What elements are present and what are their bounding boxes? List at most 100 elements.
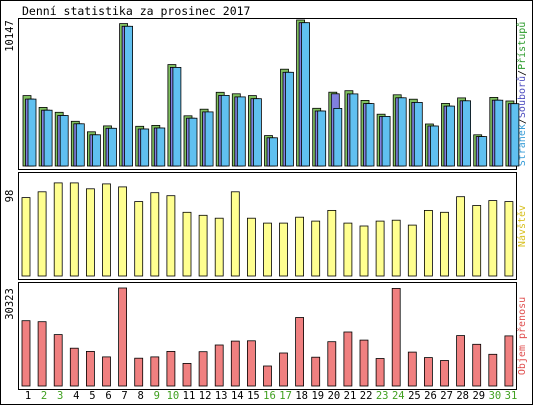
legend-traffic: Objem přenosu xyxy=(516,297,528,375)
bar-hits-Stránek-day-4 xyxy=(75,123,85,167)
x-tick-label-12: 12 xyxy=(199,390,212,402)
bar-visits-Návštěv-day-19 xyxy=(311,220,321,277)
x-tick-label-28: 28 xyxy=(456,390,469,402)
bar-traffic-Objem přenosu-day-10 xyxy=(166,350,176,387)
x-tick-label-7: 7 xyxy=(121,390,127,402)
panel-frame-visits xyxy=(18,172,517,280)
x-tick-label-11: 11 xyxy=(183,390,196,402)
x-tick-label-4: 4 xyxy=(73,390,79,402)
bar-traffic-Objem přenosu-day-4 xyxy=(69,347,79,387)
bar-hits-Stránek-day-16 xyxy=(269,137,278,167)
bar-traffic-Objem přenosu-day-7 xyxy=(118,287,127,387)
bar-hits-Stránek-day-30 xyxy=(494,99,504,167)
bar-visits-Návštěv-day-9 xyxy=(150,192,160,277)
bar-traffic-Objem přenosu-day-1 xyxy=(21,320,31,387)
panel-traffic: 30323 Objem přenosu xyxy=(4,282,528,390)
bar-traffic-Objem přenosu-day-19 xyxy=(311,356,321,387)
bar-hits-Stránek-day-1 xyxy=(27,98,37,167)
x-tick-label-21: 21 xyxy=(344,390,357,402)
x-tick-label-2: 2 xyxy=(41,390,47,402)
bar-traffic-Objem přenosu-day-23 xyxy=(375,358,385,387)
bar-hits-Stránek-day-24 xyxy=(397,97,407,167)
bar-visits-Návštěv-day-20 xyxy=(327,209,337,277)
bar-visits-Návštěv-day-27 xyxy=(440,211,449,277)
chart-title: Denní statistika za prosinec 2017 xyxy=(22,4,251,18)
bar-traffic-Objem přenosu-day-21 xyxy=(343,331,353,387)
bar-traffic-Objem přenosu-day-8 xyxy=(134,357,144,387)
bar-visits-Návštěv-day-23 xyxy=(375,220,385,277)
bar-traffic-Objem přenosu-day-3 xyxy=(53,334,63,387)
bar-hits-Stránek-day-26 xyxy=(429,125,439,167)
legend-visits: Návštěv xyxy=(516,205,528,247)
bar-visits-Návštěv-day-2 xyxy=(37,191,47,277)
bar-hits-Stránek-day-27 xyxy=(446,105,455,167)
bar-traffic-Objem přenosu-day-15 xyxy=(246,340,256,387)
bar-visits-Návštěv-day-25 xyxy=(407,224,417,277)
bar-visits-Návštěv-day-5 xyxy=(86,188,95,277)
bar-hits-Stránek-day-19 xyxy=(317,110,327,167)
bar-traffic-Objem přenosu-day-25 xyxy=(407,351,417,387)
bar-hits-Stránek-day-25 xyxy=(413,102,423,167)
bar-traffic-Objem přenosu-day-28 xyxy=(456,335,466,387)
bar-visits-Návštěv-day-6 xyxy=(102,183,111,277)
bar-visits-Návštěv-day-22 xyxy=(359,225,369,277)
legend-separator: / xyxy=(517,70,528,76)
bar-traffic-Objem přenosu-day-20 xyxy=(327,341,337,387)
x-tick-label-24: 24 xyxy=(392,390,405,402)
bar-hits-Stránek-day-2 xyxy=(43,109,53,167)
x-tick-label-9: 9 xyxy=(154,390,160,402)
bar-visits-Návštěv-day-11 xyxy=(182,211,192,277)
x-tick-label-30: 30 xyxy=(489,390,502,402)
bar-traffic-Objem přenosu-day-13 xyxy=(214,344,224,387)
bar-traffic-Objem přenosu-day-11 xyxy=(182,362,192,387)
bar-visits-Návštěv-day-10 xyxy=(166,195,176,277)
y-max-label-hits: 10147 xyxy=(4,20,16,52)
bar-visits-Návštěv-day-24 xyxy=(391,219,401,277)
bar-visits-Návštěv-day-30 xyxy=(488,200,498,277)
bar-traffic-Objem přenosu-day-31 xyxy=(504,335,514,387)
x-tick-label-26: 26 xyxy=(424,390,437,402)
bar-visits-Návštěv-day-12 xyxy=(198,214,208,277)
legend-entry-Návštěv: Návštěv xyxy=(516,205,528,247)
bar-visits-Návštěv-day-26 xyxy=(423,209,433,277)
bar-hits-Stránek-day-29 xyxy=(478,136,488,167)
bar-visits-Návštěv-day-13 xyxy=(214,217,224,277)
bar-hits-Stránek-day-15 xyxy=(252,98,262,167)
bar-traffic-Objem přenosu-day-16 xyxy=(263,365,272,387)
panel-frame-traffic xyxy=(18,282,517,390)
bar-hits-Stránek-day-14 xyxy=(236,96,246,167)
bar-visits-Návštěv-day-18 xyxy=(295,216,305,277)
x-tick-label-22: 22 xyxy=(360,390,373,402)
x-tick-label-3: 3 xyxy=(57,390,63,402)
bar-hits-Stránek-day-22 xyxy=(365,103,375,167)
bar-traffic-Objem přenosu-day-2 xyxy=(37,321,47,387)
bar-visits-Návštěv-day-7 xyxy=(118,186,127,277)
x-tick-label-5: 5 xyxy=(89,390,95,402)
panel-frame-hits xyxy=(18,18,517,170)
bar-visits-Návštěv-day-1 xyxy=(21,197,31,277)
bar-traffic-Objem přenosu-day-30 xyxy=(488,353,498,387)
bar-visits-Návštěv-day-14 xyxy=(230,191,240,277)
bar-traffic-Objem přenosu-day-6 xyxy=(102,356,111,387)
x-tick-label-6: 6 xyxy=(105,390,111,402)
x-tick-label-20: 20 xyxy=(328,390,341,402)
x-tick-label-27: 27 xyxy=(440,390,453,402)
bar-visits-Návštěv-day-8 xyxy=(134,201,144,277)
bar-hits-Stránek-day-18 xyxy=(301,22,311,167)
x-tick-label-31: 31 xyxy=(505,390,518,402)
bar-traffic-Objem přenosu-day-18 xyxy=(295,317,305,387)
x-tick-label-8: 8 xyxy=(138,390,144,402)
bar-visits-Návštěv-day-3 xyxy=(53,182,63,277)
bar-traffic-Objem přenosu-day-24 xyxy=(391,287,401,387)
bar-hits-Stránek-day-9 xyxy=(156,127,166,167)
bar-hits-Stránek-day-7 xyxy=(124,25,133,167)
bar-visits-Návštěv-day-28 xyxy=(456,196,466,277)
x-tick-label-18: 18 xyxy=(295,390,308,402)
bar-traffic-Objem přenosu-day-5 xyxy=(86,350,95,387)
bar-hits-Stránek-day-3 xyxy=(59,115,69,167)
bar-traffic-Objem přenosu-day-12 xyxy=(198,351,208,387)
bar-hits-Stránek-day-21 xyxy=(349,93,359,167)
bar-traffic-Objem přenosu-day-27 xyxy=(440,360,449,387)
